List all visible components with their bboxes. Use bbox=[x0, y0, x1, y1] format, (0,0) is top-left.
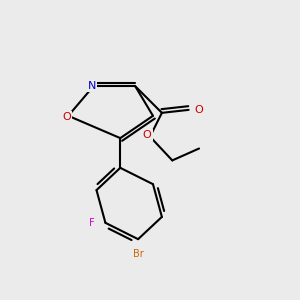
Text: N: N bbox=[88, 81, 96, 91]
Text: O: O bbox=[143, 130, 152, 140]
Text: F: F bbox=[89, 218, 95, 228]
Text: O: O bbox=[195, 105, 203, 115]
Text: O: O bbox=[62, 112, 71, 122]
Text: Br: Br bbox=[133, 249, 143, 259]
